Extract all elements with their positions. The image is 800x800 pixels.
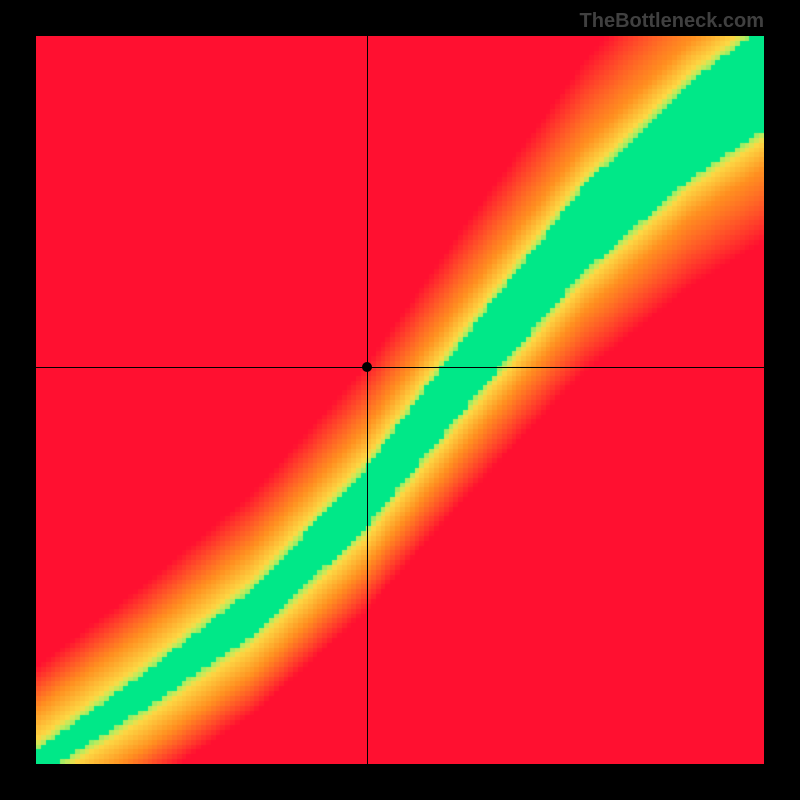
bottleneck-heatmap	[36, 36, 764, 764]
crosshair-vertical	[367, 36, 368, 764]
selection-marker	[362, 362, 372, 372]
crosshair-horizontal	[36, 367, 764, 368]
watermark-text: TheBottleneck.com	[580, 10, 764, 33]
heatmap-canvas	[36, 36, 764, 764]
